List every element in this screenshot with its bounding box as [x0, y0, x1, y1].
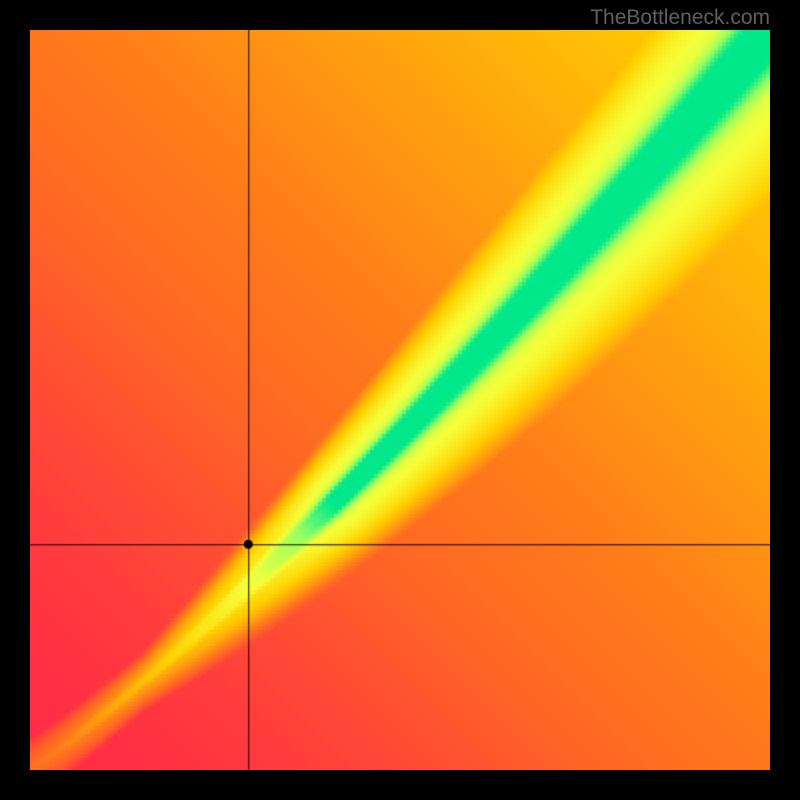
- heatmap-canvas: [30, 30, 770, 770]
- heatmap-plot: [30, 30, 770, 770]
- watermark-text: TheBottleneck.com: [590, 6, 770, 30]
